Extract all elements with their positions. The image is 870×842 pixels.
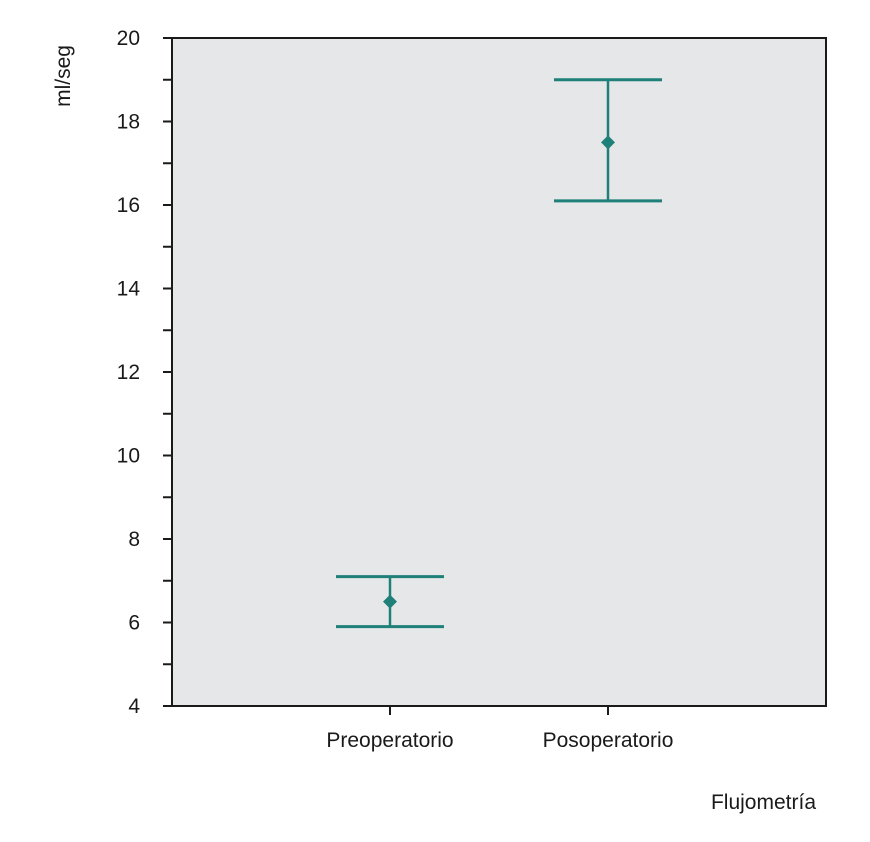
y-tick-label: 20 bbox=[117, 27, 140, 50]
plot-area bbox=[171, 37, 827, 707]
y-tick-label: 4 bbox=[128, 695, 140, 718]
y-axis-title: ml/seg bbox=[52, 45, 75, 107]
data-marks bbox=[336, 78, 662, 629]
y-tick-label: 18 bbox=[117, 111, 140, 134]
y-tick-label: 6 bbox=[128, 612, 140, 635]
x-tick-label: Posoperatorio bbox=[543, 729, 674, 752]
y-axis: 4 6 8 10 12 14 16 18 20 bbox=[117, 27, 172, 718]
y-tick-label: 16 bbox=[117, 194, 140, 217]
mean-marker bbox=[383, 594, 397, 609]
y-tick-label: 12 bbox=[117, 361, 140, 384]
x-tick-label: Preoperatorio bbox=[326, 729, 453, 752]
y-tick-label: 14 bbox=[117, 278, 141, 301]
x-axis-title: Flujometría bbox=[711, 791, 816, 814]
mean-marker bbox=[601, 135, 615, 150]
y-tick-label: 8 bbox=[128, 528, 140, 551]
y-tick-label: 10 bbox=[117, 445, 140, 468]
x-axis: Preoperatorio Posoperatorio bbox=[326, 706, 673, 752]
